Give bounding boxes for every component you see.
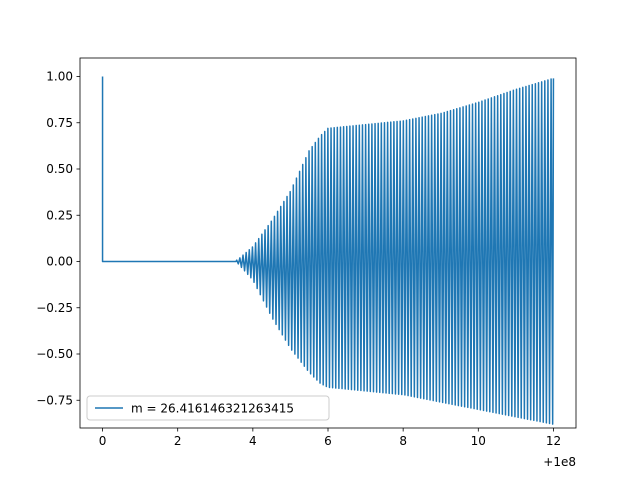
- legend: m = 26.416146321263415: [86, 395, 330, 421]
- y-tick-label: 0.75: [46, 116, 73, 130]
- y-tick-label: 1.00: [46, 70, 73, 84]
- y-tick-label: −0.50: [36, 347, 73, 361]
- y-tick-label: −0.75: [36, 393, 73, 407]
- legend-box: [86, 395, 330, 421]
- legend-label: m = 26.416146321263415: [131, 402, 294, 416]
- axes: 0 2 4 6 8 10 12 −0.75 −0.50 −0.25 0.00 0.25 0.50 0.75…: [36, 57, 577, 448]
- x-tick-label: 0: [99, 434, 107, 448]
- x-tick-label: 8: [399, 434, 407, 448]
- y-tick-label: −0.25: [36, 301, 73, 315]
- x-offset-label: +1e8: [543, 455, 576, 469]
- x-tick-label: 2: [174, 434, 182, 448]
- y-tick-label: 0.00: [46, 255, 73, 269]
- x-tick-label: 4: [249, 434, 257, 448]
- x-tick-label: 6: [324, 434, 332, 448]
- x-tick-label: 10: [471, 434, 486, 448]
- plot-area: [101, 76, 555, 425]
- x-tick-label: 12: [546, 434, 561, 448]
- y-tick-label: 0.50: [46, 162, 73, 176]
- y-tick-label: 0.25: [46, 208, 73, 222]
- series-line: [101, 76, 555, 425]
